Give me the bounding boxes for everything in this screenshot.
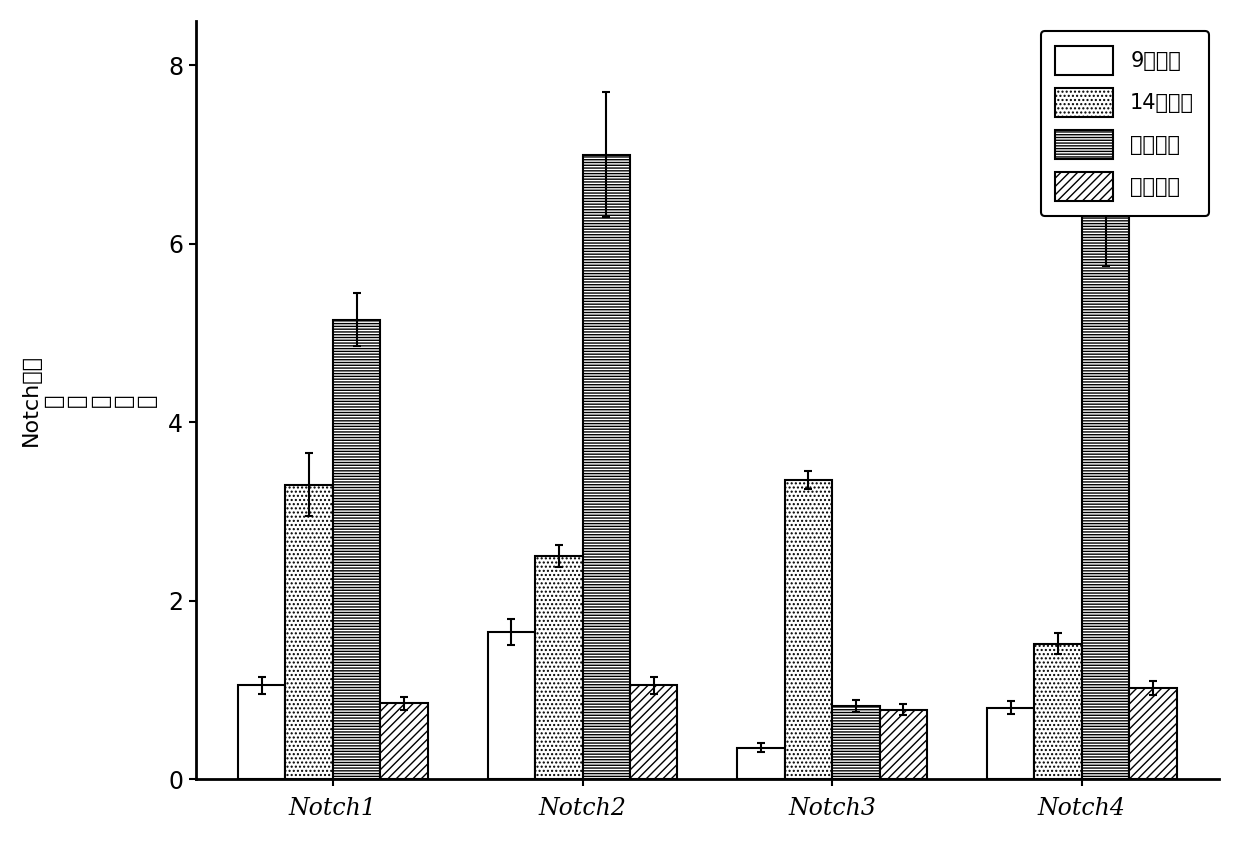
Bar xyxy=(285,484,332,779)
Bar xyxy=(630,685,677,779)
Bar xyxy=(879,710,928,779)
Bar xyxy=(1081,213,1130,779)
Bar xyxy=(832,706,879,779)
Bar xyxy=(381,703,428,779)
Bar xyxy=(1130,688,1177,779)
Legend: 9天胎肝, 14天胎肝, 新生肝脏, 成体肝脏: 9天胎肝, 14天胎肝, 新生肝脏, 成体肝脏 xyxy=(1040,31,1209,216)
Bar xyxy=(332,320,381,779)
Y-axis label: Notch分子
相
对
表
达
量: Notch分子 相 对 表 达 量 xyxy=(21,354,156,446)
Bar xyxy=(536,556,583,779)
Bar xyxy=(738,748,785,779)
Bar xyxy=(487,632,536,779)
Bar xyxy=(987,708,1034,779)
Bar xyxy=(785,480,832,779)
Bar xyxy=(583,155,630,779)
Bar xyxy=(1034,643,1081,779)
Bar xyxy=(238,685,285,779)
